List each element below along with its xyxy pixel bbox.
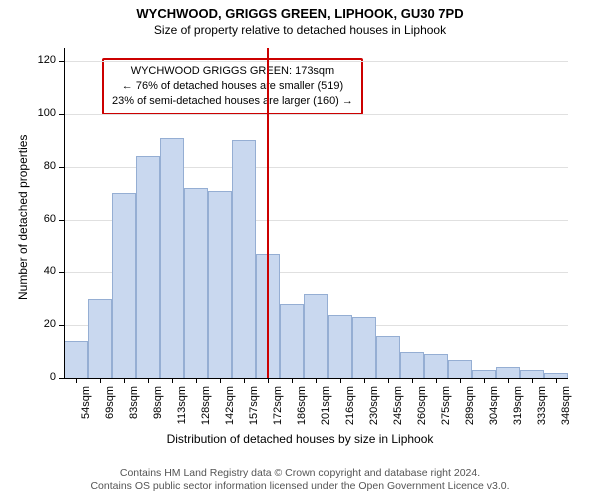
x-tick-label: 69sqm	[104, 386, 116, 466]
y-tick-label: 120	[30, 54, 56, 66]
y-tick-label: 40	[30, 265, 56, 277]
x-tick-label: 333sqm	[536, 386, 548, 466]
histogram-bar	[136, 156, 160, 378]
histogram-bar	[184, 188, 208, 378]
x-tick-label: 128sqm	[200, 386, 212, 466]
histogram-bar	[448, 360, 472, 378]
x-tick-label: 172sqm	[272, 386, 284, 466]
histogram-bar	[64, 341, 88, 378]
histogram-bar	[352, 317, 376, 378]
x-tick-label: 113sqm	[176, 386, 188, 466]
y-axis-line	[64, 48, 65, 378]
x-tick-label: 230sqm	[368, 386, 380, 466]
x-tick-label: 304sqm	[488, 386, 500, 466]
property-marker-line	[267, 48, 269, 378]
panel-line-2: ← 76% of detached houses are smaller (51…	[112, 79, 353, 94]
x-tick-label: 275sqm	[440, 386, 452, 466]
histogram-bar	[112, 193, 136, 378]
y-tick-label: 80	[30, 160, 56, 172]
histogram-bar	[160, 138, 184, 378]
x-tick-label: 260sqm	[416, 386, 428, 466]
x-tick-label: 348sqm	[560, 386, 572, 466]
histogram-bar	[88, 299, 112, 378]
x-tick-label: 83sqm	[128, 386, 140, 466]
chart-title: WYCHWOOD, GRIGGS GREEN, LIPHOOK, GU30 7P…	[0, 0, 600, 21]
histogram-bar	[424, 354, 448, 378]
info-panel: WYCHWOOD GRIGGS GREEN: 173sqm ← 76% of d…	[102, 58, 363, 115]
footer-line-1: Contains HM Land Registry data © Crown c…	[0, 467, 600, 481]
footer-line-2: Contains OS public sector information li…	[0, 480, 600, 494]
histogram-bar	[520, 370, 544, 378]
histogram-bar	[400, 352, 424, 378]
x-tick-label: 319sqm	[512, 386, 524, 466]
x-axis-line	[64, 378, 568, 379]
x-tick-label: 157sqm	[248, 386, 260, 466]
footer: Contains HM Land Registry data © Crown c…	[0, 467, 600, 494]
histogram-bar	[232, 140, 256, 378]
x-tick-label: 54sqm	[80, 386, 92, 466]
histogram-bar	[304, 294, 328, 378]
histogram-bar	[208, 191, 232, 378]
chart-subtitle: Size of property relative to detached ho…	[0, 21, 600, 41]
x-tick-label: 245sqm	[392, 386, 404, 466]
y-tick-label: 20	[30, 318, 56, 330]
y-tick-label: 0	[30, 371, 56, 383]
histogram-bar	[472, 370, 496, 378]
x-tick-label: 216sqm	[344, 386, 356, 466]
x-tick-label: 201sqm	[320, 386, 332, 466]
x-tick-label: 289sqm	[464, 386, 476, 466]
x-tick-label: 186sqm	[296, 386, 308, 466]
gridline	[64, 61, 568, 62]
y-tick-label: 60	[30, 213, 56, 225]
histogram-bar	[496, 367, 520, 378]
panel-line-3: 23% of semi-detached houses are larger (…	[112, 94, 353, 109]
y-axis-label: Number of detached properties	[16, 135, 30, 300]
histogram-bar	[376, 336, 400, 378]
x-tick-label: 142sqm	[224, 386, 236, 466]
panel-line-1: WYCHWOOD GRIGGS GREEN: 173sqm	[112, 64, 353, 79]
x-tick-label: 98sqm	[152, 386, 164, 466]
histogram-bar	[280, 304, 304, 378]
gridline	[64, 114, 568, 115]
histogram-bar	[328, 315, 352, 378]
y-tick-label: 100	[30, 107, 56, 119]
